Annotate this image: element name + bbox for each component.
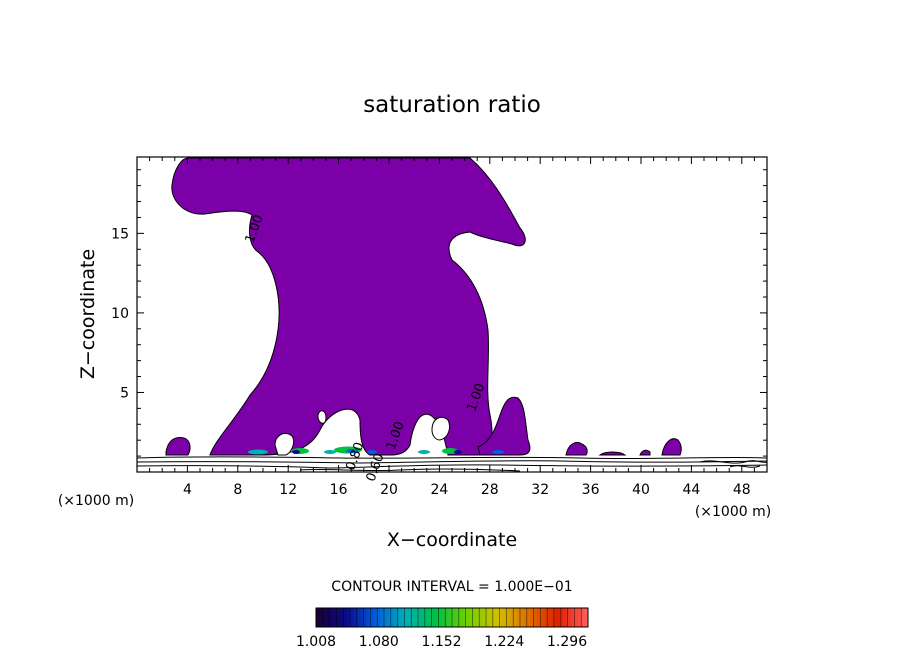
y-tick-label: 15	[111, 226, 129, 242]
x-tick-label: 32	[531, 482, 549, 498]
supersaturation-blobs	[248, 446, 504, 455]
contour-label: 0.60	[364, 451, 388, 483]
x-tick-label: 40	[632, 482, 650, 498]
cloud-small-left	[165, 437, 191, 456]
contour-label: 0.80	[343, 440, 367, 472]
x-tick-label: 8	[233, 482, 242, 498]
main-cloud-fill	[171, 157, 526, 456]
y-tick-label: 10	[111, 306, 129, 322]
x-unit-left: (×1000 m)	[58, 493, 134, 509]
x-tick-label: 16	[330, 482, 348, 498]
x-tick-label: 48	[733, 482, 751, 498]
surface-contours	[136, 456, 768, 472]
cloud-holes	[274, 410, 451, 456]
colorbar-labels: 1.008 1.080 1.152 1.224 1.296	[296, 634, 587, 650]
x-tick-label: 28	[481, 482, 499, 498]
x-tick-label: 20	[380, 482, 398, 498]
saturated-region	[165, 157, 682, 456]
cloud-small-36	[565, 441, 588, 456]
x-tick-label: 4	[183, 482, 192, 498]
colorbar-tick-label: 1.080	[359, 634, 399, 650]
colorbar-tick-label: 1.008	[296, 634, 336, 650]
cloud-small-40	[639, 449, 651, 456]
chart-title: saturation ratio	[363, 92, 541, 118]
contour-interval-text: CONTOUR INTERVAL = 1.000E−01	[331, 579, 572, 595]
y-tick-label: 5	[120, 385, 129, 401]
x-axis: 4 8 12 16 20 24 28 32 36 40 44 48	[149, 157, 755, 498]
y-axis-title: Z−coordinate	[77, 249, 99, 379]
x-tick-label: 36	[582, 482, 600, 498]
x-tick-label: 24	[430, 482, 448, 498]
x-axis-title: X−coordinate	[387, 529, 517, 551]
colorbar	[315, 607, 589, 628]
x-tick-label: 44	[682, 482, 700, 498]
colorbar-tick-label: 1.152	[421, 634, 461, 650]
colorbar-tick-label: 1.296	[547, 634, 587, 650]
y-axis: 5 10 15	[111, 169, 767, 457]
x-unit-right: (×1000 m)	[695, 504, 771, 520]
cloud-tower-right	[477, 396, 531, 456]
colorbar-tick-label: 1.224	[484, 634, 524, 650]
cloud-small-38	[598, 451, 627, 456]
x-tick-label: 12	[279, 482, 297, 498]
cloud-small-42	[661, 438, 682, 456]
